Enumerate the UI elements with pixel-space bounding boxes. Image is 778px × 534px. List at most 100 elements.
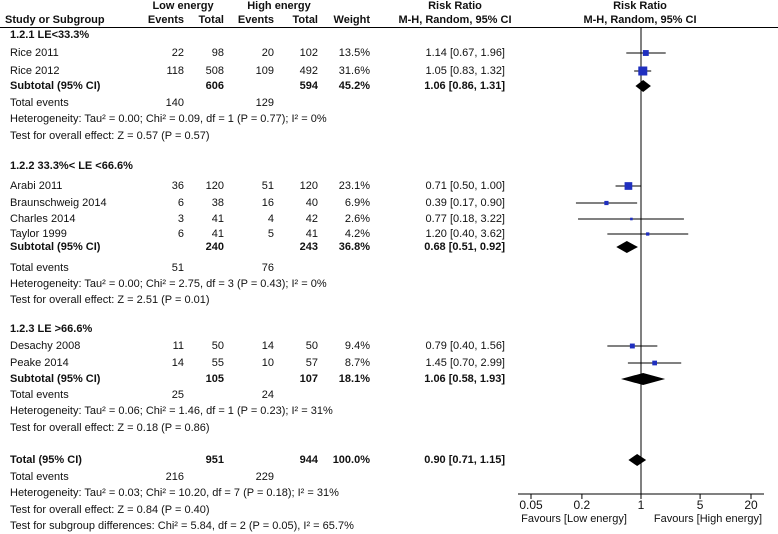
total-high: 120 (299, 180, 318, 192)
events-high: 20 (261, 47, 274, 59)
favours-low-label: Favours [Low energy] (521, 513, 627, 525)
col-events2-header: Events (237, 14, 274, 26)
subtotal-weight: 36.8% (338, 241, 370, 253)
total-high: 41 (305, 228, 318, 240)
weight: 9.4% (344, 340, 370, 352)
events-low: 11 (172, 340, 184, 352)
total-events-label: Total events (10, 97, 69, 109)
overall-effect-text: Test for overall effect: Z = 2.51 (P = 0… (10, 294, 210, 306)
subtotal-total-low: 240 (205, 241, 224, 253)
total-events-high: 129 (255, 97, 274, 109)
total-high: 102 (299, 47, 318, 59)
heterogeneity-text: Heterogeneity: Tau² = 0.00; Chi² = 0.09,… (10, 113, 327, 125)
weight: 13.5% (338, 47, 370, 59)
study-marker (642, 50, 649, 56)
subtotal-ci: 1.06 [0.58, 1.93] (424, 373, 505, 385)
weight: 8.7% (344, 357, 370, 369)
pooled-diamond (620, 373, 666, 385)
events-high: 16 (261, 197, 274, 209)
study-name: Rice 2011 (10, 47, 59, 59)
total-low: 41 (211, 228, 224, 240)
total-events-low: 140 (165, 97, 184, 109)
total-events-high: 24 (261, 389, 274, 401)
col-ci-header: M-H, Random, 95% CI (398, 14, 512, 26)
total-low: 50 (211, 340, 224, 352)
risk-ratio-ci: 0.71 [0.50, 1.00] (425, 180, 505, 192)
total-events-high: 76 (261, 262, 274, 274)
events-low: 6 (177, 228, 184, 240)
subtotal-weight: 45.2% (338, 80, 370, 92)
events-low: 36 (171, 180, 184, 192)
study-name: Arabi 2011 (10, 180, 63, 192)
total-label: Total (95% CI) (10, 454, 82, 466)
total-events-low: 51 (171, 262, 184, 274)
weight: 23.1% (338, 180, 370, 192)
heterogeneity-text: Heterogeneity: Tau² = 0.06; Chi² = 1.46,… (10, 405, 333, 417)
subgroup-title: 1.2.3 LE >66.6% (10, 323, 93, 335)
study-marker (652, 360, 658, 366)
total-total-high: 944 (299, 454, 318, 466)
study-name: Taylor 1999 (10, 228, 67, 240)
subtotal-total-high: 594 (299, 80, 318, 92)
total-high: 40 (305, 197, 318, 209)
events-high: 14 (261, 340, 274, 352)
weight: 2.6% (344, 213, 370, 225)
study-name: Peake 2014 (10, 357, 69, 369)
x-tick-label: 5 (696, 498, 704, 512)
heterogeneity-text: Heterogeneity: Tau² = 0.03; Chi² = 10.20… (10, 487, 339, 499)
total-high: 42 (305, 213, 318, 225)
total-high: 492 (299, 65, 318, 77)
total-total-low: 951 (205, 454, 224, 466)
study-marker (604, 200, 609, 206)
events-low: 118 (166, 65, 184, 77)
pooled-diamond (616, 241, 638, 253)
x-tick-label: 0.05 (519, 498, 543, 512)
subtotal-total-low: 606 (205, 80, 224, 92)
x-tick-label: 0.2 (573, 498, 591, 512)
events-high: 51 (261, 180, 274, 192)
col-study-header: Study or Subgroup (5, 14, 105, 26)
study-marker (629, 343, 635, 349)
risk-ratio-ci: 0.39 [0.17, 0.90] (425, 197, 505, 209)
overall-effect-text: Test for overall effect: Z = 0.84 (P = 0… (10, 504, 210, 516)
subtotal-total-low: 105 (205, 373, 224, 385)
total-low: 38 (211, 197, 224, 209)
subtotal-ci: 0.68 [0.51, 0.92] (424, 241, 505, 253)
events-high: 109 (255, 65, 274, 77)
subgroup-title: 1.2.1 LE<33.3% (10, 29, 90, 41)
subtotal-label: Subtotal (95% CI) (10, 373, 101, 385)
study-name: Rice 2012 (10, 65, 60, 77)
total-high: 57 (305, 357, 318, 369)
subgroup-title: 1.2.2 33.3%< LE <66.6% (10, 160, 133, 172)
study-marker (630, 217, 633, 221)
subtotal-total-high: 107 (299, 373, 318, 385)
weight: 31.6% (338, 65, 370, 77)
subtotal-ci: 1.06 [0.86, 1.31] (424, 80, 505, 92)
col-events1-header: Events (147, 14, 184, 26)
subgroup-differences-text: Test for subgroup differences: Chi² = 5.… (10, 520, 354, 532)
total-low: 508 (205, 65, 224, 77)
group2-header: High energy (247, 0, 311, 12)
risk-ratio-ci: 0.77 [0.18, 3.22] (425, 213, 505, 225)
total-events-low: 216 (165, 471, 184, 483)
events-low: 3 (177, 213, 184, 225)
weight: 6.9% (344, 197, 370, 209)
total-low: 41 (211, 213, 224, 225)
subtotal-label: Subtotal (95% CI) (10, 80, 101, 92)
total-events-low: 25 (171, 389, 184, 401)
total-events-label: Total events (10, 262, 69, 274)
total-low: 120 (205, 180, 224, 192)
overall-effect-text: Test for overall effect: Z = 0.18 (P = 0… (10, 422, 210, 434)
pooled-diamond (628, 454, 647, 466)
total-weight: 100.0% (332, 454, 370, 466)
study-marker (646, 232, 650, 236)
events-high: 10 (261, 357, 274, 369)
risk-ratio-ci: 1.20 [0.40, 3.62] (425, 228, 505, 240)
subtotal-weight: 18.1% (338, 373, 370, 385)
total-low: 98 (211, 47, 224, 59)
overall-effect-text: Test for overall effect: Z = 0.57 (P = 0… (10, 130, 210, 142)
events-low: 22 (171, 47, 184, 59)
rr-header-2: Risk Ratio (613, 0, 667, 12)
total-low: 55 (211, 357, 224, 369)
